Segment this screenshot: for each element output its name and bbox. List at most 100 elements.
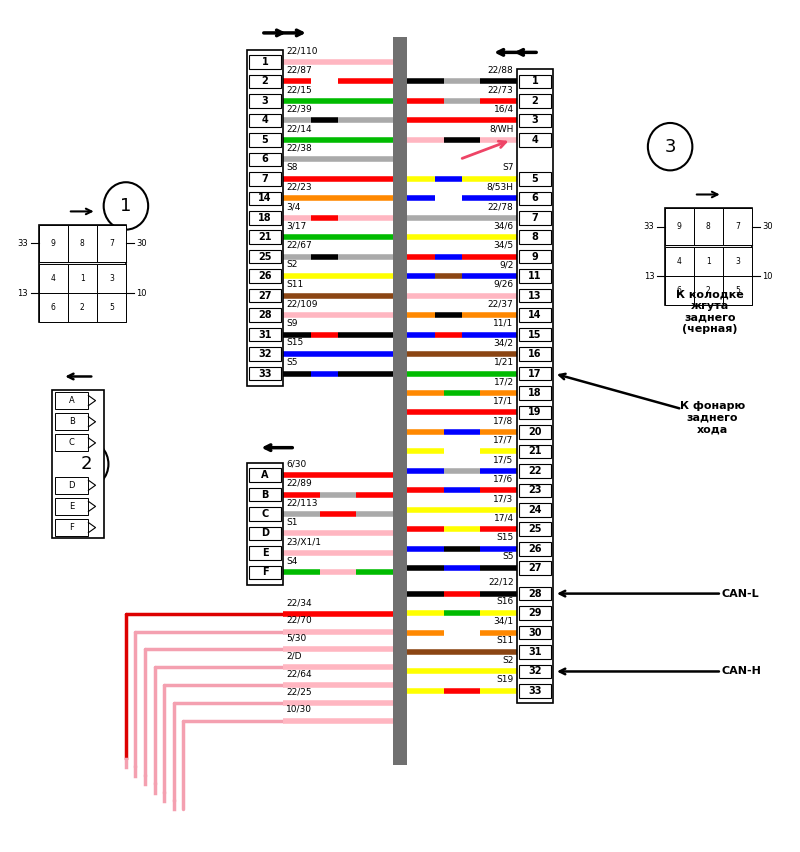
Bar — [249, 75, 281, 89]
Text: 7: 7 — [735, 222, 740, 231]
Bar — [249, 289, 281, 302]
Bar — [249, 192, 281, 205]
Text: 1/21: 1/21 — [494, 358, 514, 366]
Bar — [665, 276, 694, 305]
Text: 22: 22 — [528, 466, 542, 476]
Text: 22/12: 22/12 — [488, 578, 514, 587]
Text: S7: S7 — [502, 163, 514, 172]
Bar — [665, 208, 752, 305]
Bar — [55, 413, 88, 430]
Text: 22/87: 22/87 — [286, 66, 312, 75]
Text: 28: 28 — [528, 589, 542, 599]
Bar — [519, 328, 551, 342]
Bar — [517, 69, 554, 703]
Text: К колодке
жгута
заднего
(черная): К колодке жгута заднего (черная) — [676, 290, 744, 334]
Text: 17/8: 17/8 — [494, 416, 514, 425]
Text: 2: 2 — [532, 96, 538, 106]
Text: 34/1: 34/1 — [494, 617, 514, 625]
Bar — [694, 276, 723, 305]
Text: F: F — [262, 567, 268, 578]
Text: 17/1: 17/1 — [494, 397, 514, 406]
Bar — [97, 293, 126, 322]
Text: 22/70: 22/70 — [286, 616, 312, 625]
Bar — [519, 522, 551, 536]
Text: 11: 11 — [528, 271, 542, 281]
Bar — [519, 425, 551, 439]
Text: 22/25: 22/25 — [286, 687, 312, 696]
Bar — [723, 247, 752, 276]
Bar — [519, 269, 551, 283]
Text: 2: 2 — [262, 77, 268, 87]
Bar — [249, 153, 281, 166]
Text: 6: 6 — [677, 286, 682, 296]
Text: 9/26: 9/26 — [494, 279, 514, 289]
Text: 5: 5 — [532, 174, 538, 184]
Bar — [519, 684, 551, 698]
Text: 22/15: 22/15 — [286, 85, 312, 95]
Text: E: E — [69, 502, 74, 511]
Bar — [246, 463, 283, 584]
Text: B: B — [262, 490, 269, 499]
Text: 5: 5 — [109, 303, 114, 312]
Bar — [519, 503, 551, 516]
Text: S11: S11 — [496, 636, 514, 645]
Text: 27: 27 — [258, 291, 272, 301]
Text: A: A — [261, 470, 269, 480]
Text: 22/109: 22/109 — [286, 299, 318, 308]
Text: C: C — [262, 509, 269, 519]
Text: C: C — [69, 439, 74, 447]
Bar — [519, 386, 551, 400]
Text: 5: 5 — [262, 135, 268, 145]
Bar — [519, 289, 551, 302]
Text: 2/D: 2/D — [286, 652, 302, 660]
Text: 20: 20 — [528, 427, 542, 437]
Bar — [723, 208, 752, 245]
Text: 9/2: 9/2 — [499, 261, 514, 269]
Text: S15: S15 — [496, 533, 514, 542]
Text: E: E — [262, 548, 268, 558]
Text: 9: 9 — [532, 251, 538, 262]
Text: 17/7: 17/7 — [494, 435, 514, 445]
Text: 5: 5 — [735, 286, 740, 296]
Bar — [249, 211, 281, 225]
Bar — [55, 519, 88, 536]
Text: 8: 8 — [706, 222, 710, 231]
Bar — [55, 477, 88, 493]
Text: 17/3: 17/3 — [494, 494, 514, 503]
Text: 22/39: 22/39 — [286, 105, 312, 113]
Bar — [249, 546, 281, 560]
Text: 3: 3 — [735, 257, 740, 266]
Text: 22/89: 22/89 — [286, 479, 312, 488]
Bar — [694, 247, 723, 276]
Text: S2: S2 — [502, 656, 514, 665]
Bar — [519, 542, 551, 556]
Text: 13: 13 — [528, 291, 542, 301]
Text: 9: 9 — [677, 222, 682, 231]
Bar — [519, 192, 551, 205]
Text: 7: 7 — [109, 239, 114, 248]
Bar — [55, 498, 88, 515]
Text: 27: 27 — [528, 563, 542, 573]
Text: 33: 33 — [643, 222, 654, 231]
Circle shape — [64, 440, 109, 488]
Text: 25: 25 — [528, 524, 542, 534]
Bar — [519, 587, 551, 601]
Text: 3: 3 — [262, 96, 268, 106]
Bar — [55, 435, 88, 452]
Bar — [249, 250, 281, 263]
Text: 1: 1 — [120, 197, 132, 215]
Text: 29: 29 — [528, 608, 542, 618]
Bar — [38, 264, 68, 293]
Text: S2: S2 — [286, 261, 298, 269]
Text: 22/113: 22/113 — [286, 498, 318, 507]
Text: 7: 7 — [532, 213, 538, 222]
Text: 18: 18 — [528, 388, 542, 398]
Text: 21: 21 — [258, 233, 272, 242]
Bar — [723, 276, 752, 305]
Text: D: D — [68, 481, 75, 490]
Text: 26: 26 — [258, 271, 272, 281]
Text: 22/23: 22/23 — [286, 182, 312, 192]
Bar — [68, 225, 97, 262]
Text: 22/37: 22/37 — [488, 299, 514, 308]
Text: 4: 4 — [677, 257, 682, 266]
